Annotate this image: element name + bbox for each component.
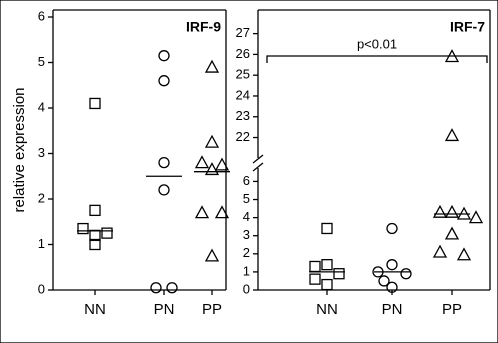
x-tick-label: NN — [84, 301, 106, 318]
x-tick-label: NN — [316, 301, 338, 318]
y-tick-label: 1 — [38, 236, 45, 251]
x-tick-label: PN — [382, 301, 403, 318]
panel-title: IRF-7 — [450, 19, 485, 35]
triangle-marker — [194, 155, 210, 169]
square-marker — [89, 97, 101, 110]
triangle-marker — [214, 205, 230, 219]
triangle-marker — [194, 205, 210, 219]
axis-break — [252, 162, 264, 172]
y-tick-label: 3 — [38, 145, 45, 160]
triangle-marker — [468, 210, 484, 224]
y-tick-label: 6 — [38, 8, 45, 23]
y-tick-label: 24 — [236, 87, 250, 102]
square-marker — [321, 222, 333, 235]
axis-break — [252, 154, 264, 164]
circle-marker — [150, 282, 162, 294]
triangle-marker — [444, 49, 460, 63]
circle-marker — [400, 268, 412, 280]
y-axis-label: relative expression — [11, 87, 28, 212]
y-tick-label: 22 — [236, 129, 250, 144]
y-tick-label: 5 — [243, 191, 250, 206]
y-tick-label: 25 — [236, 67, 250, 82]
y-tick-label: 2 — [243, 245, 250, 260]
triangle-marker — [456, 247, 472, 261]
triangle-marker — [204, 134, 220, 148]
triangle-marker — [444, 226, 460, 240]
square-marker — [101, 227, 113, 239]
circle-marker — [158, 75, 170, 87]
square-marker — [309, 273, 321, 285]
square-marker — [89, 204, 101, 217]
y-tick-label: 6 — [243, 173, 250, 188]
x-tick-label: PP — [442, 301, 462, 318]
triangle-marker — [444, 204, 460, 218]
y-tick-label: 0 — [243, 281, 250, 296]
square-marker — [321, 259, 333, 271]
circle-marker — [158, 156, 170, 169]
y-tick-label: 27 — [236, 25, 250, 40]
circle-marker — [378, 275, 390, 287]
square-marker — [321, 278, 333, 291]
circle-marker — [386, 259, 398, 271]
x-tick-label: PP — [202, 301, 222, 318]
y-tick-label: 1 — [243, 263, 250, 278]
circle-marker — [386, 222, 398, 235]
circle-marker — [166, 282, 178, 294]
y-tick-label: 2 — [38, 190, 45, 205]
x-tick-label: PN — [154, 301, 175, 318]
triangle-marker — [204, 162, 220, 176]
triangle-marker — [432, 244, 448, 258]
y-tick-label: 3 — [243, 227, 250, 242]
square-marker — [309, 260, 321, 273]
square-marker — [89, 238, 101, 251]
circle-marker — [386, 281, 398, 293]
triangle-marker — [432, 204, 448, 218]
triangle-marker — [444, 128, 460, 142]
triangle-marker — [204, 248, 220, 262]
square-marker — [333, 268, 345, 280]
y-tick-label: 5 — [38, 54, 45, 69]
circle-marker — [158, 50, 170, 62]
significance-bracket — [266, 55, 488, 63]
triangle-marker — [214, 157, 230, 171]
triangle-marker — [204, 59, 220, 73]
y-tick-label: 0 — [38, 281, 45, 296]
panel-title: IRF-9 — [186, 19, 221, 35]
annotation: p<0.01 — [357, 36, 397, 51]
y-tick-label: 4 — [243, 209, 250, 224]
square-marker — [77, 222, 89, 235]
y-tick-label: 4 — [38, 99, 45, 114]
y-tick-label: 23 — [236, 108, 250, 123]
y-tick-label: 26 — [236, 46, 250, 61]
circle-marker — [158, 184, 170, 196]
